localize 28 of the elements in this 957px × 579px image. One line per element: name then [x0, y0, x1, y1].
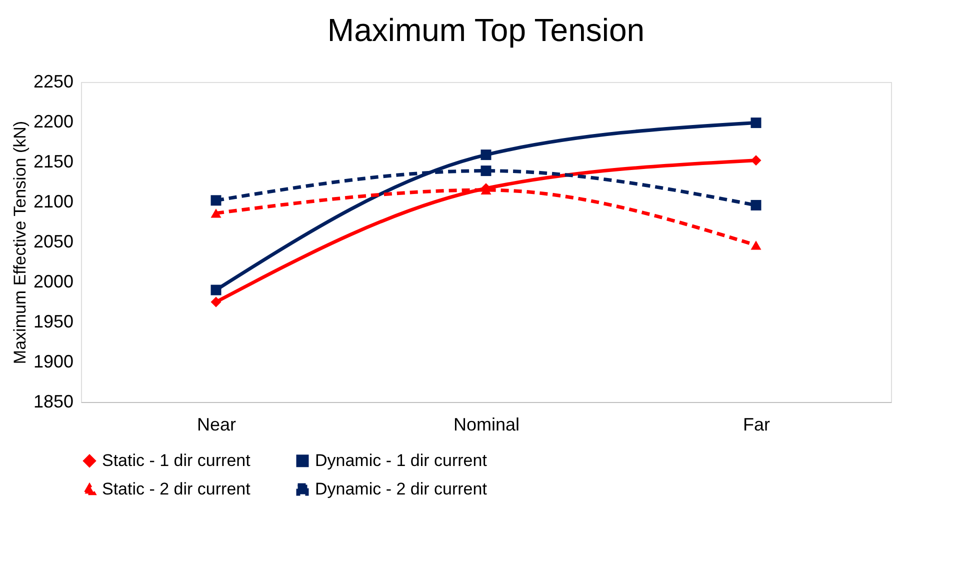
- y-tick-label: 2000: [33, 272, 74, 292]
- point: [210, 195, 222, 206]
- point: [480, 150, 492, 160]
- point: [750, 240, 762, 250]
- x-tick-label: Nominal: [453, 414, 520, 434]
- y-tick-label: 1900: [33, 352, 74, 372]
- y-tick-label: 2250: [33, 72, 74, 92]
- point: [480, 166, 492, 176]
- x-tick-label: Near: [196, 414, 236, 434]
- y-tick-label: 2200: [33, 112, 74, 132]
- point: [750, 118, 762, 128]
- point: [210, 284, 222, 296]
- y-tick-label: 2100: [33, 192, 74, 212]
- legend-label: Dynamic - 2 dir current: [315, 480, 488, 498]
- x-tick-label: Far: [743, 414, 770, 434]
- y-tick-label: 2050: [33, 232, 74, 252]
- legend-label: Static - 1 dir current: [102, 450, 251, 470]
- chart-title: Maximum Top Tension: [327, 12, 645, 48]
- y-tick-label: 1950: [33, 312, 74, 332]
- point: [210, 208, 222, 218]
- y-tick-label: 2150: [33, 152, 74, 172]
- legend-label: Dynamic - 1 dir current: [315, 450, 488, 470]
- point: [750, 155, 762, 166]
- y-tick-label: 1850: [33, 392, 74, 412]
- point: [210, 296, 222, 308]
- point: [750, 200, 762, 210]
- legend-label: Static - 2 dir current: [102, 480, 251, 498]
- y-axis-title: Maximum Effective Tension (kN): [10, 120, 30, 364]
